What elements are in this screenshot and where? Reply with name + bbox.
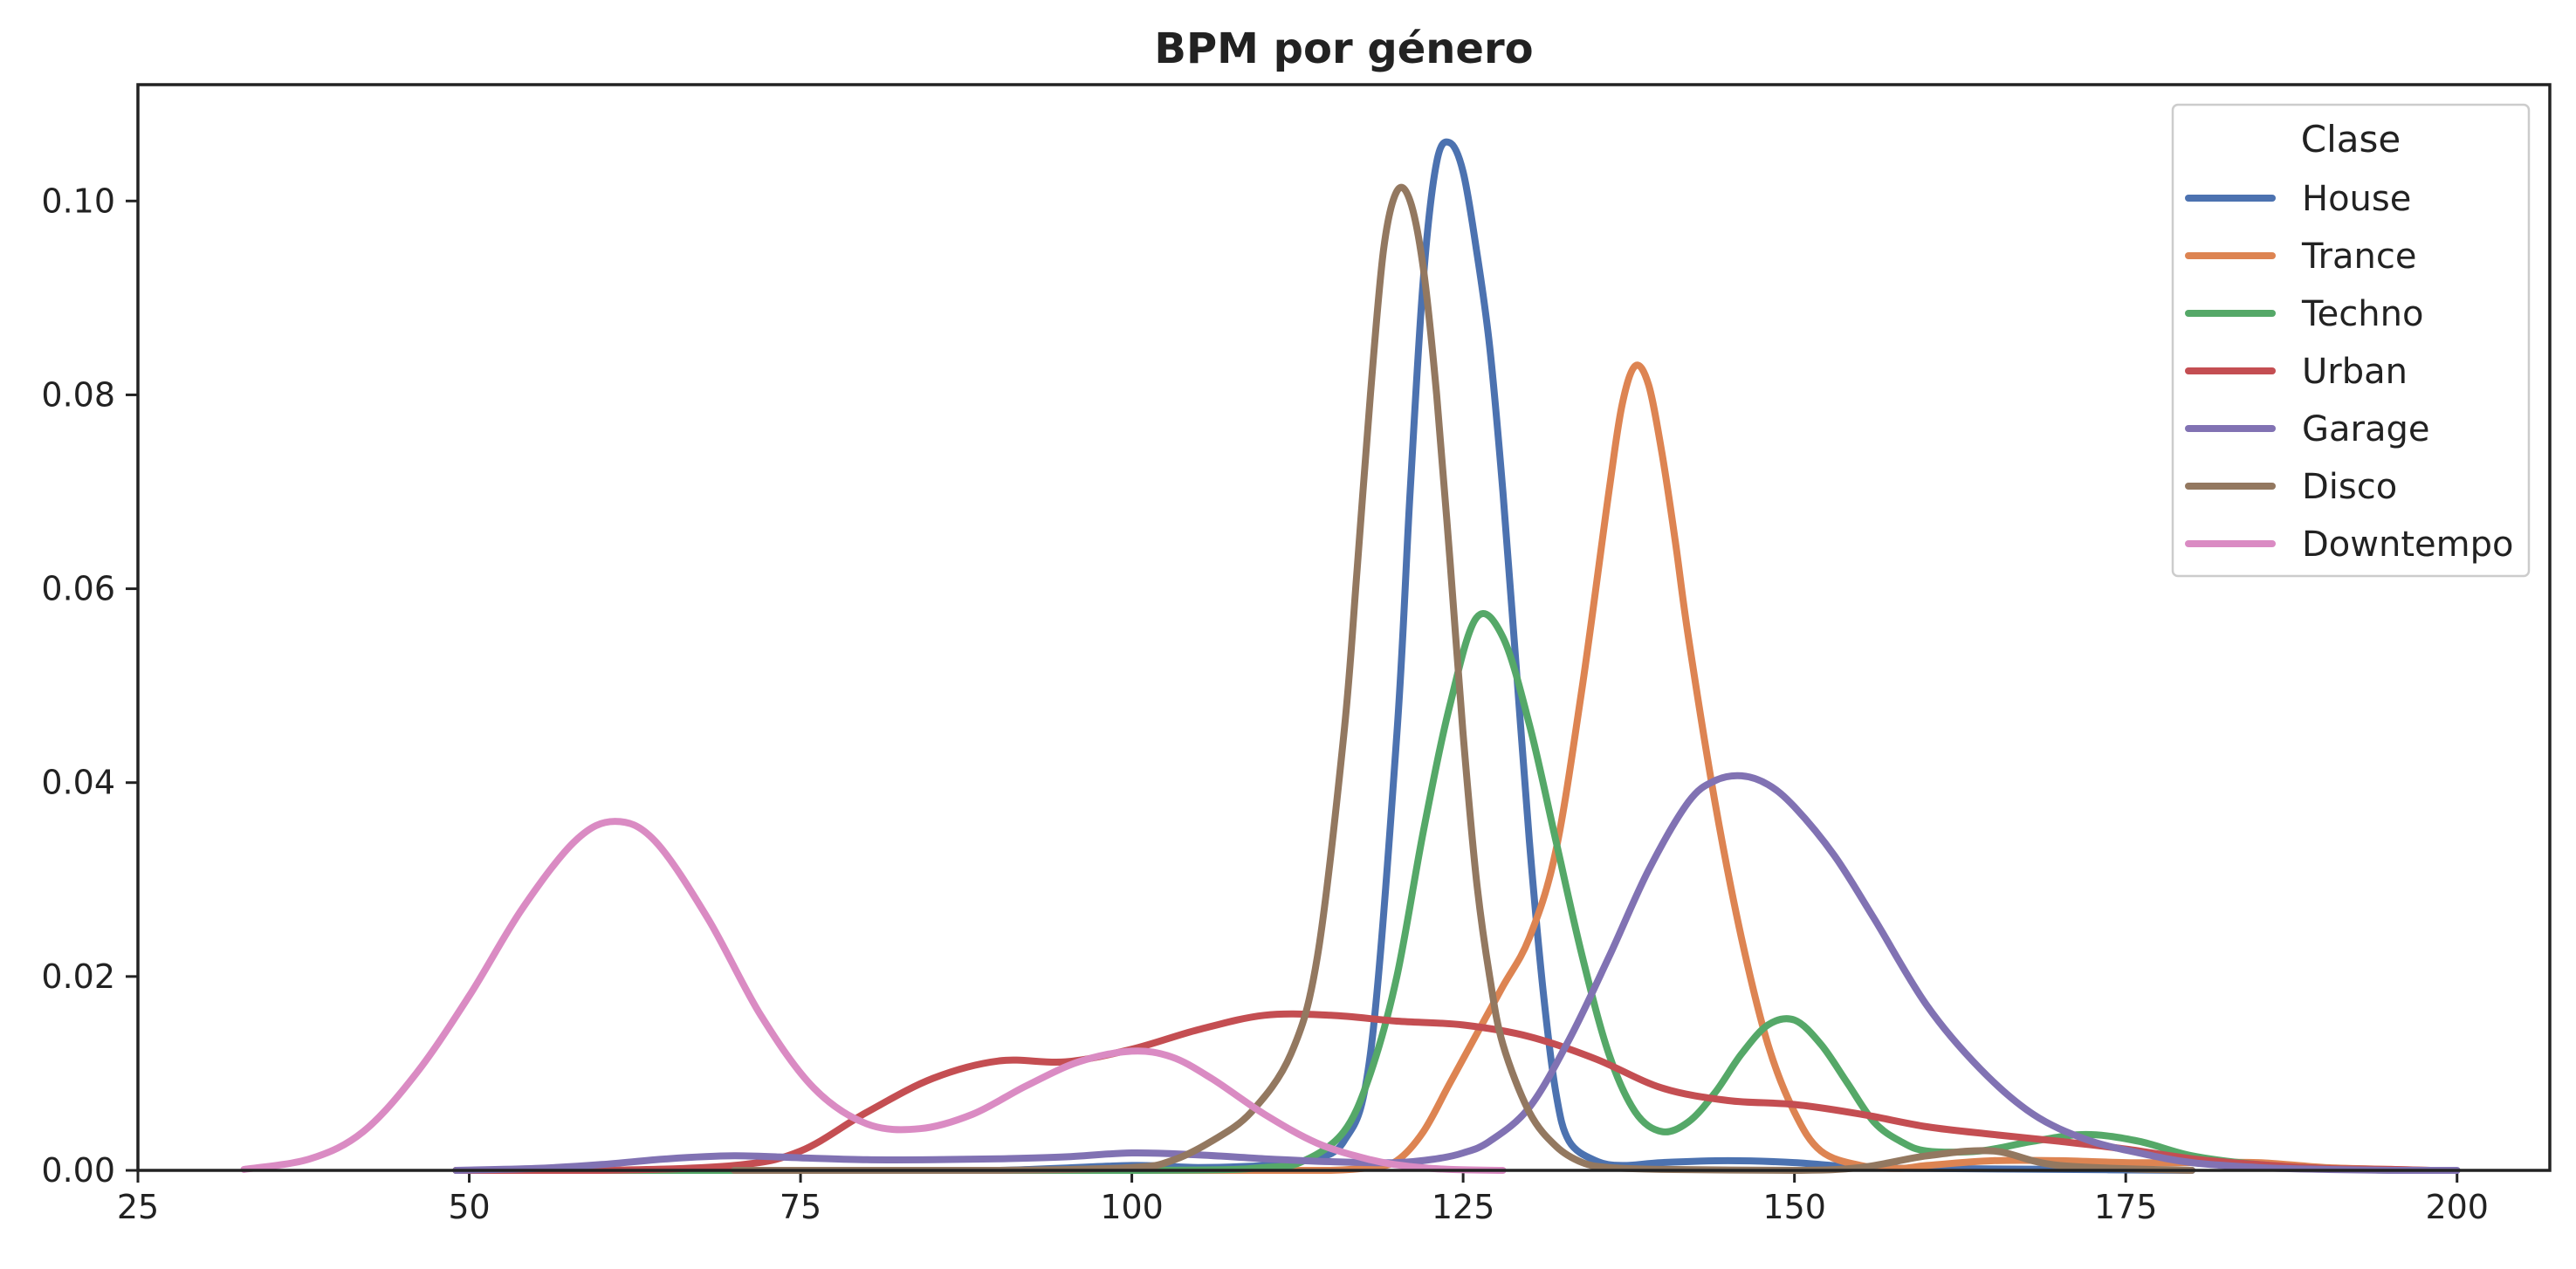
- series-line-garage: [452, 772, 2461, 1175]
- legend-label-house: House: [2302, 179, 2411, 219]
- series-line-downtempo: [240, 818, 1507, 1174]
- legend-label-downtempo: Downtempo: [2302, 525, 2513, 565]
- legend-items: House Trance Techno Urban Garage Disco Downtem…: [2185, 179, 2513, 565]
- x-tick-label: 150: [1762, 1188, 1826, 1226]
- x-tick-label: 50: [448, 1188, 490, 1226]
- x-tick-label: 100: [1100, 1188, 1164, 1226]
- series-lines: [240, 138, 2461, 1175]
- y-tick-label: 0.08: [41, 375, 115, 414]
- legend-label-techno: Techno: [2301, 294, 2423, 334]
- y-tick-label: 0.06: [41, 570, 115, 608]
- legend-label-trance: Trance: [2301, 237, 2416, 277]
- y-tick-label: 0.04: [41, 764, 115, 802]
- x-tick-label: 125: [1432, 1188, 1495, 1226]
- x-tick-label: 75: [780, 1188, 821, 1226]
- x-tick-label: 25: [117, 1188, 159, 1226]
- x-tick-label: 175: [2094, 1188, 2158, 1226]
- legend-label-disco: Disco: [2302, 467, 2397, 507]
- legend: Clase House Trance Techno Urban Garage Disco D…: [2171, 103, 2531, 578]
- axis-ticks: 25 50 75 100 125 150 175 200 0.00 0.02 0.04 0.06 0.0…: [41, 182, 2489, 1226]
- plot-frame: [136, 83, 2552, 1172]
- x-tick-label: 200: [2425, 1188, 2489, 1226]
- legend-label-garage: Garage: [2302, 409, 2429, 449]
- y-tick-label: 0.10: [41, 182, 115, 220]
- legend-box: [2171, 103, 2531, 578]
- legend-title: Clase: [2301, 118, 2401, 161]
- y-tick-label: 0.02: [41, 957, 115, 996]
- chart-title: BPM por género: [1154, 24, 1533, 73]
- legend-label-urban: Urban: [2302, 352, 2408, 392]
- series-line-techno: [452, 610, 2394, 1175]
- y-tick-label: 0.00: [41, 1151, 115, 1190]
